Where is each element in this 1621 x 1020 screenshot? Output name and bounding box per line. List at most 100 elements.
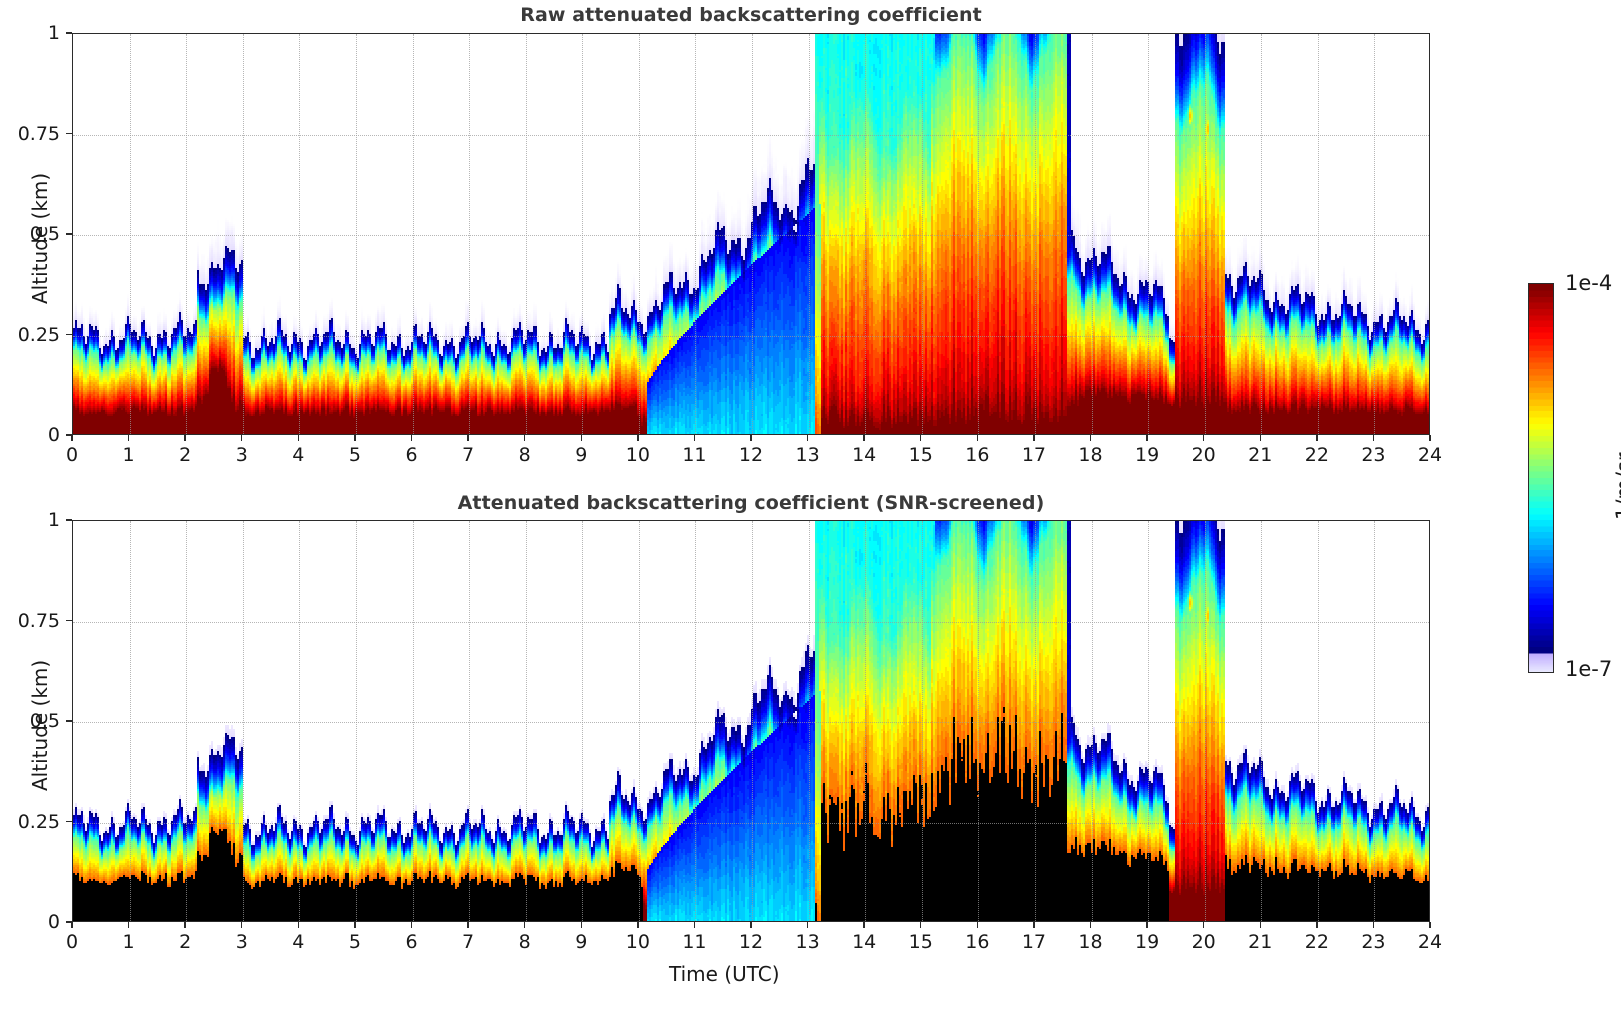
y-tick-mark [66,333,72,336]
x-tick-label: 16 [965,444,990,466]
x-tick-mark [863,922,865,928]
x-tick-mark [297,435,300,441]
x-tick-label: 17 [1021,931,1046,953]
x-tick-label: 13 [795,444,820,466]
x-tick-label: 14 [852,931,877,953]
x-tick-label: 5 [348,931,361,953]
y-tick-mark [66,519,72,521]
y-tick-mark [66,434,72,436]
x-tick-label: 21 [1248,444,1273,466]
x-tick-label: 10 [625,444,650,466]
y-axis-label-raw: Altitude (km) [28,172,52,304]
x-tick-mark [1429,922,1431,928]
x-tick-mark [1202,922,1205,928]
x-tick-mark [806,435,809,441]
x-tick-label: 0 [65,444,79,466]
x-tick-mark [693,922,696,928]
plot-screened-backscatter [72,520,1430,922]
x-tick-label: 15 [908,931,933,953]
x-tick-label: 8 [518,444,531,466]
heatmap-raw-canvas [73,34,1429,434]
x-tick-label: 7 [462,931,475,953]
x-tick-label: 3 [235,931,248,953]
x-tick-mark [806,922,809,928]
y-tick-mark [66,820,72,823]
y-tick-label: 1 [47,22,60,44]
x-tick-label: 3 [235,444,248,466]
x-tick-label: 22 [1304,931,1329,953]
x-tick-label: 12 [738,444,764,466]
x-tick-mark [71,922,73,928]
x-tick-mark [410,435,413,441]
x-tick-label: 0 [65,931,79,953]
x-tick-mark [580,922,582,928]
y-tick-label: 0 [47,424,60,446]
x-tick-mark [693,435,696,441]
x-tick-label: 11 [682,931,707,953]
colorbar-max-label: 1e-4 [1565,271,1613,295]
x-tick-mark [467,922,469,928]
x-tick-label: 1 [122,931,135,953]
x-tick-mark [1089,435,1092,441]
y-tick-label: 0.5 [29,223,60,245]
x-tick-label: 7 [462,444,475,466]
x-tick-mark [523,922,526,928]
x-tick-mark [1033,922,1035,928]
x-tick-label: 4 [292,931,305,953]
y-tick-mark [66,619,72,622]
x-tick-mark [1429,435,1431,441]
colorbar-min-label: 1e-7 [1565,657,1613,681]
x-tick-label: 18 [1078,444,1103,466]
x-tick-label: 15 [908,444,933,466]
x-tick-mark [1146,435,1148,441]
x-tick-label: 19 [1134,444,1160,466]
x-tick-mark [71,435,73,441]
x-tick-mark [637,922,639,928]
y-tick-label: 0.75 [17,122,60,145]
y-tick-label: 0.25 [17,810,60,833]
x-tick-mark [354,435,356,441]
y-tick-mark [66,720,72,722]
x-tick-label: 6 [405,931,418,953]
x-tick-mark [1202,435,1205,441]
x-tick-mark [637,435,639,441]
x-tick-mark [976,435,979,441]
x-tick-mark [523,435,526,441]
x-tick-mark [1316,922,1318,928]
x-tick-label: 14 [852,444,877,466]
x-tick-mark [127,922,130,928]
x-tick-mark [1259,922,1261,928]
panel-title-raw: Raw attenuated backscattering coefficien… [520,4,982,26]
heatmap-screened-canvas [73,521,1429,921]
x-tick-label: 4 [292,444,305,466]
y-tick-mark [66,921,72,923]
x-tick-mark [580,435,582,441]
y-tick-mark [66,132,72,135]
x-tick-label: 1 [122,444,135,466]
x-axis-label: Time (UTC) [669,962,780,986]
x-tick-mark [184,435,186,441]
x-tick-label: 8 [518,931,531,953]
x-tick-label: 18 [1078,931,1103,953]
x-tick-label: 5 [348,444,361,466]
x-tick-label: 19 [1134,931,1160,953]
x-tick-mark [976,922,979,928]
y-tick-label: 1 [47,509,60,531]
y-tick-label: 0.25 [17,323,60,346]
y-tick-mark [66,233,72,235]
plot-raw-backscatter [72,33,1430,435]
y-tick-mark [66,32,72,34]
x-tick-label: 24 [1417,931,1443,953]
x-tick-label: 6 [405,444,418,466]
x-tick-label: 24 [1417,444,1443,466]
x-tick-label: 20 [1191,444,1216,466]
x-tick-mark [127,435,130,441]
colorbar: 1e-4 1e-7 1/m/sr [1528,271,1621,681]
x-tick-mark [1259,435,1261,441]
x-tick-mark [354,922,356,928]
x-tick-mark [184,922,186,928]
x-tick-mark [1316,435,1318,441]
colorbar-canvas [1529,284,1553,672]
x-tick-label: 21 [1248,931,1273,953]
y-axis-label-screened: Altitude (km) [28,659,52,791]
